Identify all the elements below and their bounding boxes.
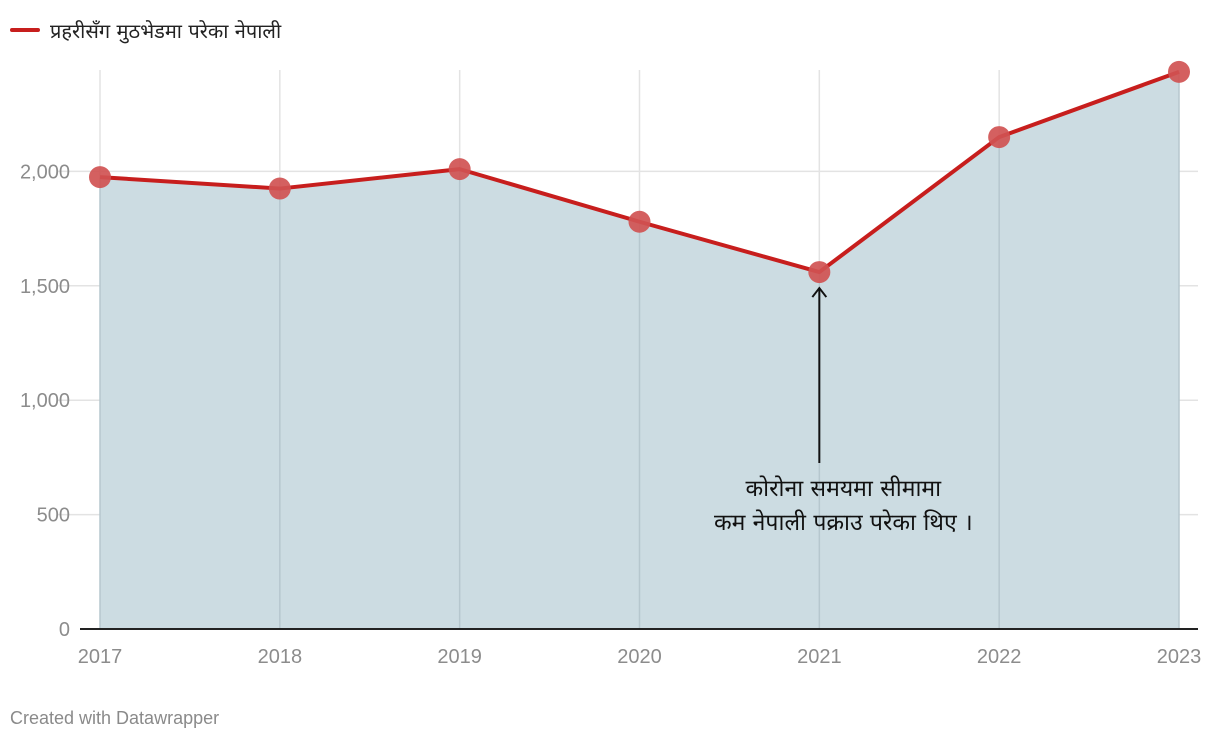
x-tick-label: 2022 bbox=[977, 646, 1022, 668]
annotation-text-line: कोरोना समयमा सीमामा bbox=[746, 475, 943, 502]
x-tick-label: 2020 bbox=[617, 646, 662, 668]
marker-layer bbox=[89, 60, 1190, 284]
data-point bbox=[808, 261, 831, 284]
y-tick-label: 1,500 bbox=[20, 276, 70, 298]
credit-text: Created with Datawrapper bbox=[10, 708, 220, 728]
data-point bbox=[448, 158, 471, 181]
data-point bbox=[268, 177, 291, 200]
annotation-text-line: कम नेपाली पक्राउ परेका थिए । bbox=[714, 509, 973, 536]
x-tick-label: 2018 bbox=[258, 646, 303, 668]
y-tick-label: 0 bbox=[59, 619, 70, 641]
legend-label: प्रहरीसँग मुठभेडमा परेका नेपाली bbox=[50, 18, 282, 43]
y-tick-label: 2,000 bbox=[20, 161, 70, 183]
y-tick-label: 500 bbox=[37, 505, 70, 527]
y-tick-label: 1,000 bbox=[20, 390, 70, 412]
data-point bbox=[628, 210, 651, 233]
annotation: कोरोना समयमा सीमामा कम नेपाली पक्राउ परेक… bbox=[714, 286, 973, 536]
vertical-grid-layer bbox=[99, 70, 1180, 629]
legend: प्रहरीसँग मुठभेडमा परेका नेपाली bbox=[10, 14, 281, 46]
x-tick-label: 2021 bbox=[797, 646, 842, 668]
legend-swatch bbox=[10, 28, 40, 32]
x-tick-label: 2017 bbox=[78, 646, 123, 668]
line-chart: 0 500 1,000 1,500 2,000 2017 2018 2019 2020 2021 2… bbox=[20, 60, 1201, 668]
data-point bbox=[1168, 60, 1190, 83]
annotation-arrowhead bbox=[811, 286, 828, 298]
data-point bbox=[89, 166, 111, 189]
data-point bbox=[988, 126, 1011, 149]
x-tick-label: 2023 bbox=[1157, 646, 1202, 668]
x-tick-label: 2019 bbox=[437, 646, 482, 668]
tick-label-layer: 0 500 1,000 1,500 2,000 2017 2018 2019 2020 2021 2… bbox=[20, 161, 1201, 668]
